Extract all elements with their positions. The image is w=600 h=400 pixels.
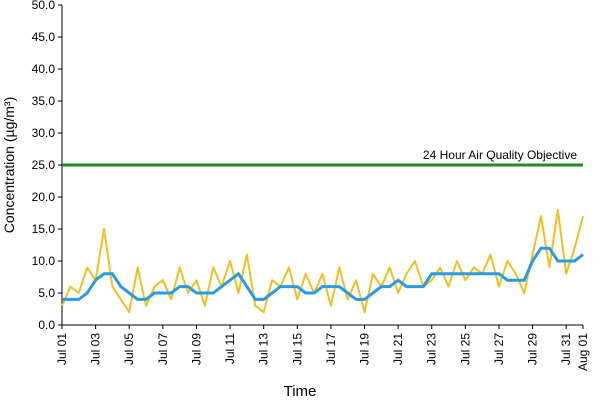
series-line <box>61 208 584 314</box>
y-tick-label: 10.0 <box>32 254 56 268</box>
x-tick-label: Jul 19 <box>358 333 372 365</box>
x-tick-label: Jul 27 <box>492 333 506 365</box>
y-tick-label: 5.0 <box>38 286 55 300</box>
x-tick-label: Jul 11 <box>223 333 237 364</box>
x-tick-label: Jul 21 <box>391 333 405 365</box>
y-tick-label: 30.0 <box>32 126 56 140</box>
y-tick-label: 35.0 <box>32 94 56 108</box>
series-line <box>62 246 584 301</box>
x-tick-label: Jul 07 <box>156 333 170 365</box>
x-tick-label: Jul 31 <box>559 333 573 365</box>
x-tick-label: Jul 03 <box>89 333 103 365</box>
x-tick-label: Jul 09 <box>189 333 203 365</box>
x-tick-label: Jul 05 <box>122 333 136 365</box>
y-tick-label: 0.0 <box>38 318 55 332</box>
y-tick-label: 40.0 <box>32 62 56 76</box>
x-tick-label: Jul 13 <box>257 333 271 365</box>
y-tick-label: 45.0 <box>32 30 56 44</box>
x-tick-label: Jul 23 <box>425 333 439 365</box>
y-axis-title: Concentration (µg/m³) <box>1 97 17 233</box>
x-tick-label: Jul 01 <box>55 333 69 365</box>
x-tick-label: Jul 17 <box>324 333 338 365</box>
x-tick-label: Jul 15 <box>290 333 304 365</box>
y-tick-label: 15.0 <box>32 222 56 236</box>
y-tick-label: 50.0 <box>32 0 56 12</box>
x-tick-label: Aug 01 <box>576 333 590 371</box>
reference-label: 24 Hour Air Quality Objective <box>423 148 577 162</box>
x-tick-label: Jul 29 <box>526 333 540 365</box>
y-tick-label: 25.0 <box>32 158 56 172</box>
y-tick-label: 20.0 <box>32 190 56 204</box>
x-axis-title: Time <box>284 383 317 400</box>
x-tick-label: Jul 25 <box>458 333 472 365</box>
